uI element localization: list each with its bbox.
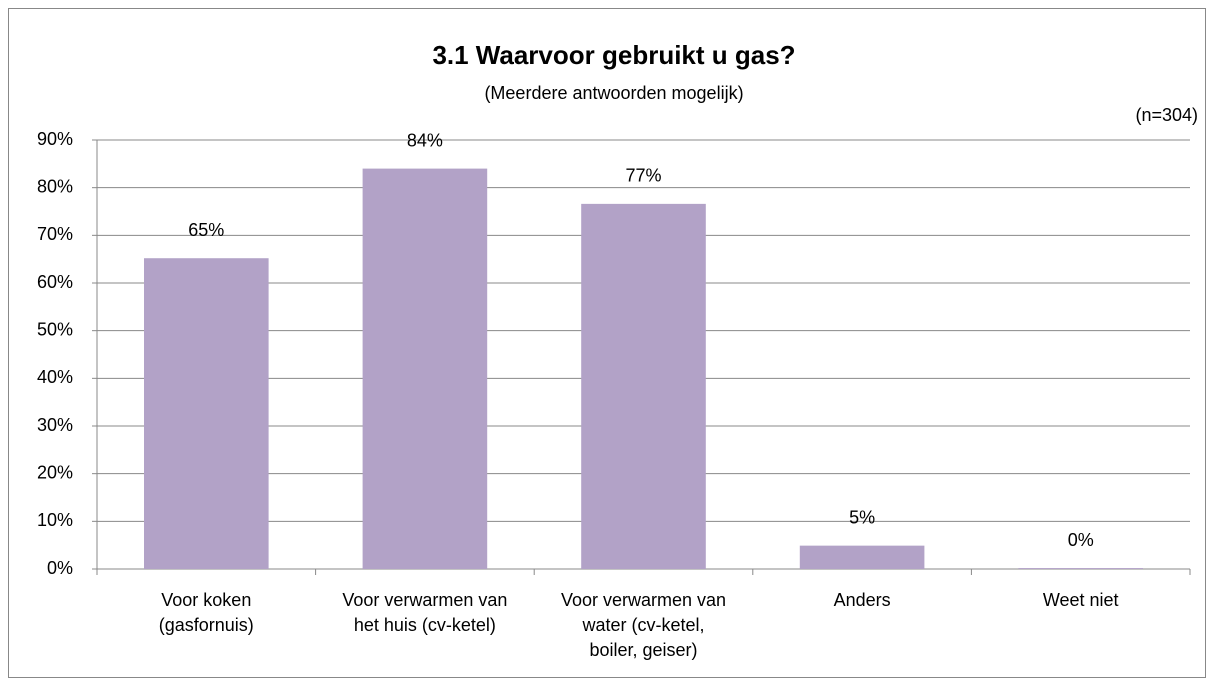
y-tick-label: 20% [37,462,73,482]
data-label: 84% [407,130,443,150]
y-tick-label: 90% [37,129,73,149]
y-tick-label: 10% [37,510,73,530]
y-tick-label: 30% [37,415,73,435]
x-tick-label: het huis (cv-ketel) [354,615,496,635]
x-tick-label: water (cv-ketel, [581,615,704,635]
bar [1018,568,1144,569]
data-label: 65% [188,220,224,240]
chart-title: 3.1 Waarvoor gebruikt u gas? [432,40,795,70]
x-tick-label: Anders [834,590,891,610]
annotation: (n=304) [1135,105,1198,125]
y-tick-label: 60% [37,272,73,292]
bar [581,203,706,569]
x-tick-label: (gasfornuis) [159,615,254,635]
bar [799,545,925,569]
x-tick-label: Voor verwarmen van [342,590,507,610]
data-label: 0% [1068,530,1094,550]
data-label: 5% [849,507,875,527]
chart-subtitle: (Meerdere antwoorden mogelijk) [484,83,743,103]
x-tick-label: boiler, geiser) [589,640,697,660]
x-tick-label: Voor verwarmen van [561,590,726,610]
y-tick-label: 40% [37,367,73,387]
bar [362,168,488,569]
y-tick-label: 0% [47,558,73,578]
y-tick-label: 80% [37,176,73,196]
x-tick-label: Voor koken [161,590,251,610]
data-label: 77% [625,166,661,186]
y-tick-label: 70% [37,224,73,244]
x-tick-label: Weet niet [1043,590,1119,610]
bar [143,258,269,569]
y-tick-label: 50% [37,319,73,339]
